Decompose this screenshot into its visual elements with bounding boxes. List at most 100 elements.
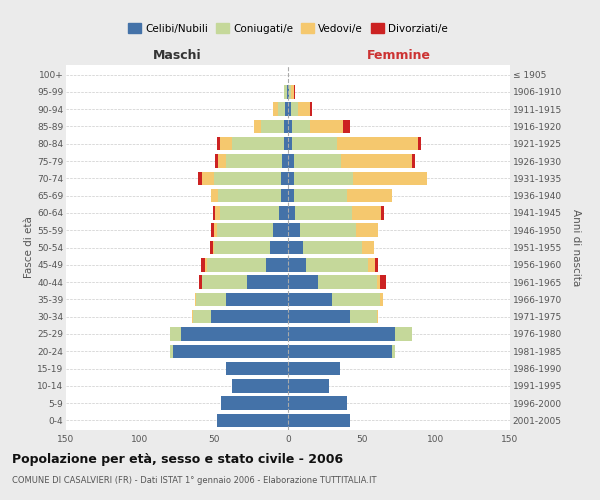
Bar: [232, 379, 288, 392]
Bar: [418, 137, 421, 150]
Bar: [381, 206, 384, 220]
Bar: [289, 85, 291, 98]
Bar: [317, 276, 377, 289]
Bar: [196, 292, 226, 306]
Bar: [288, 241, 303, 254]
Bar: [341, 154, 412, 168]
Bar: [292, 120, 310, 133]
Bar: [215, 206, 220, 220]
Bar: [209, 241, 212, 254]
Bar: [288, 224, 300, 237]
Text: Popolazione per età, sesso e stato civile - 2006: Popolazione per età, sesso e stato civil…: [12, 452, 343, 466]
Bar: [288, 102, 291, 116]
Bar: [202, 172, 214, 185]
Bar: [288, 379, 329, 392]
Bar: [310, 102, 311, 116]
Y-axis label: Anni di nascita: Anni di nascita: [571, 209, 581, 286]
Bar: [412, 154, 415, 168]
Bar: [218, 189, 281, 202]
Bar: [294, 154, 341, 168]
Bar: [247, 276, 288, 289]
Bar: [294, 189, 347, 202]
Bar: [288, 310, 350, 324]
Bar: [303, 241, 362, 254]
Bar: [310, 120, 343, 133]
Bar: [281, 189, 288, 202]
Bar: [217, 224, 273, 237]
Bar: [193, 310, 211, 324]
Bar: [368, 258, 376, 272]
Bar: [214, 224, 217, 237]
Bar: [226, 154, 282, 168]
Bar: [337, 137, 418, 150]
Bar: [198, 172, 202, 185]
Bar: [288, 276, 317, 289]
Bar: [395, 327, 412, 340]
Bar: [214, 241, 270, 254]
Bar: [278, 102, 285, 116]
Bar: [352, 206, 381, 220]
Legend: Celibi/Nubili, Coniugati/e, Vedovi/e, Divorziati/e: Celibi/Nubili, Coniugati/e, Vedovi/e, Di…: [124, 19, 452, 38]
Bar: [288, 344, 392, 358]
Bar: [295, 206, 352, 220]
Bar: [218, 154, 226, 168]
Text: Femmine: Femmine: [367, 50, 431, 62]
Bar: [173, 344, 288, 358]
Bar: [284, 85, 287, 98]
Bar: [220, 137, 232, 150]
Bar: [262, 120, 284, 133]
Bar: [288, 85, 289, 98]
Bar: [211, 224, 214, 237]
Text: Maschi: Maschi: [152, 50, 202, 62]
Bar: [287, 85, 288, 98]
Bar: [211, 310, 288, 324]
Bar: [273, 224, 288, 237]
Bar: [205, 258, 206, 272]
Bar: [288, 172, 294, 185]
Bar: [212, 241, 214, 254]
Bar: [199, 276, 202, 289]
Bar: [215, 154, 218, 168]
Bar: [380, 292, 383, 306]
Bar: [284, 120, 288, 133]
Bar: [279, 206, 288, 220]
Bar: [273, 102, 278, 116]
Bar: [306, 258, 368, 272]
Bar: [377, 310, 378, 324]
Bar: [298, 102, 310, 116]
Bar: [217, 137, 220, 150]
Bar: [232, 137, 284, 150]
Bar: [202, 276, 247, 289]
Bar: [350, 310, 377, 324]
Bar: [170, 344, 173, 358]
Bar: [181, 327, 288, 340]
Bar: [284, 137, 288, 150]
Bar: [288, 154, 294, 168]
Bar: [288, 396, 347, 410]
Bar: [226, 362, 288, 376]
Bar: [214, 172, 281, 185]
Bar: [212, 206, 215, 220]
Bar: [254, 120, 262, 133]
Text: COMUNE DI CASALVIERI (FR) - Dati ISTAT 1° gennaio 2006 - Elaborazione TUTTITALIA: COMUNE DI CASALVIERI (FR) - Dati ISTAT 1…: [12, 476, 377, 485]
Bar: [192, 310, 193, 324]
Bar: [353, 172, 427, 185]
Bar: [377, 276, 380, 289]
Bar: [288, 292, 332, 306]
Bar: [288, 258, 306, 272]
Bar: [392, 344, 395, 358]
Bar: [281, 172, 288, 185]
Bar: [288, 206, 295, 220]
Bar: [288, 327, 395, 340]
Bar: [170, 327, 181, 340]
Bar: [300, 224, 356, 237]
Bar: [195, 292, 196, 306]
Bar: [292, 137, 337, 150]
Bar: [217, 414, 288, 427]
Bar: [220, 206, 279, 220]
Bar: [266, 258, 288, 272]
Bar: [282, 154, 288, 168]
Y-axis label: Fasce di età: Fasce di età: [24, 216, 34, 278]
Bar: [270, 241, 288, 254]
Bar: [200, 258, 205, 272]
